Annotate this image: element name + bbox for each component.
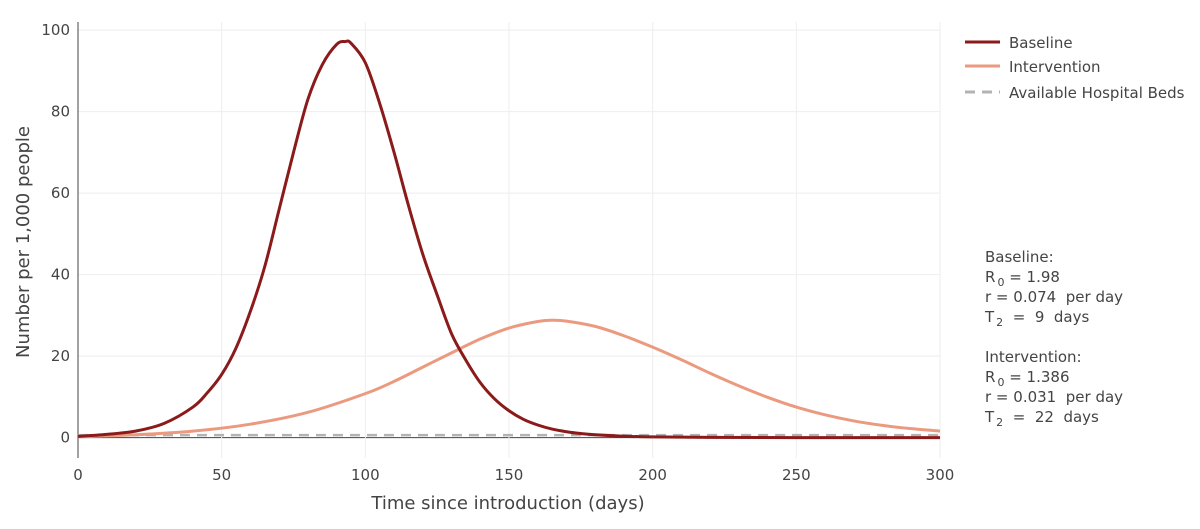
x-tick-label: 250 xyxy=(782,466,811,484)
intervention-title: Intervention: xyxy=(985,348,1082,366)
baseline-title: Baseline: xyxy=(985,248,1054,266)
baseline-growth-rate: r = 0.074 per day xyxy=(985,288,1123,306)
x-tick-label: 0 xyxy=(73,466,83,484)
x-tick-label: 100 xyxy=(351,466,380,484)
x-axis-title: Time since introduction (days) xyxy=(370,493,644,514)
intervention-t2-unit: days xyxy=(1063,408,1099,426)
baseline-r0-value: 1.98 xyxy=(1027,268,1060,286)
y-tick-label: 20 xyxy=(51,347,70,365)
intervention-r-value: 0.031 xyxy=(1013,388,1056,406)
grid xyxy=(77,22,941,458)
y-tick-label: 80 xyxy=(51,103,70,121)
legend: Baseline Intervention Available Hospital… xyxy=(965,34,1185,102)
x-tick-label: 150 xyxy=(495,466,524,484)
intervention-r-unit: per day xyxy=(1066,388,1123,406)
x-tick-label: 200 xyxy=(638,466,667,484)
intervention-growth-rate: r = 0.031 per day xyxy=(985,388,1123,406)
x-tick-label: 300 xyxy=(926,466,955,484)
x-tick-label: 50 xyxy=(212,466,231,484)
baseline-t2-value: 9 xyxy=(1035,308,1045,326)
y-axis: 0 20 40 60 80 100 xyxy=(41,21,70,446)
x-axis: 0 50 100 150 200 250 300 xyxy=(73,466,954,484)
baseline-r-unit: per day xyxy=(1066,288,1123,306)
series-line-baseline[interactable] xyxy=(77,39,941,440)
legend-label-hospital-beds: Available Hospital Beds xyxy=(1009,84,1185,102)
y-tick-label: 100 xyxy=(41,21,70,39)
legend-label-intervention: Intervention xyxy=(1009,58,1101,76)
legend-item-intervention[interactable]: Intervention xyxy=(965,58,1101,76)
legend-item-hospital-beds[interactable]: Available Hospital Beds xyxy=(965,84,1185,102)
y-tick-label: 0 xyxy=(60,429,70,447)
series-line-intervention[interactable] xyxy=(77,318,941,439)
series-layer xyxy=(77,39,941,440)
y-tick-label: 40 xyxy=(51,266,70,284)
legend-item-baseline[interactable]: Baseline xyxy=(965,34,1073,52)
legend-label-baseline: Baseline xyxy=(1009,34,1073,52)
intervention-t2-value: 22 xyxy=(1035,408,1054,426)
baseline-t2-unit: days xyxy=(1054,308,1090,326)
baseline-r-value: 0.074 xyxy=(1013,288,1056,306)
intervention-r0-value: 1.386 xyxy=(1027,368,1070,386)
y-axis-title: Number per 1,000 people xyxy=(13,126,34,358)
y-tick-label: 60 xyxy=(51,184,70,202)
